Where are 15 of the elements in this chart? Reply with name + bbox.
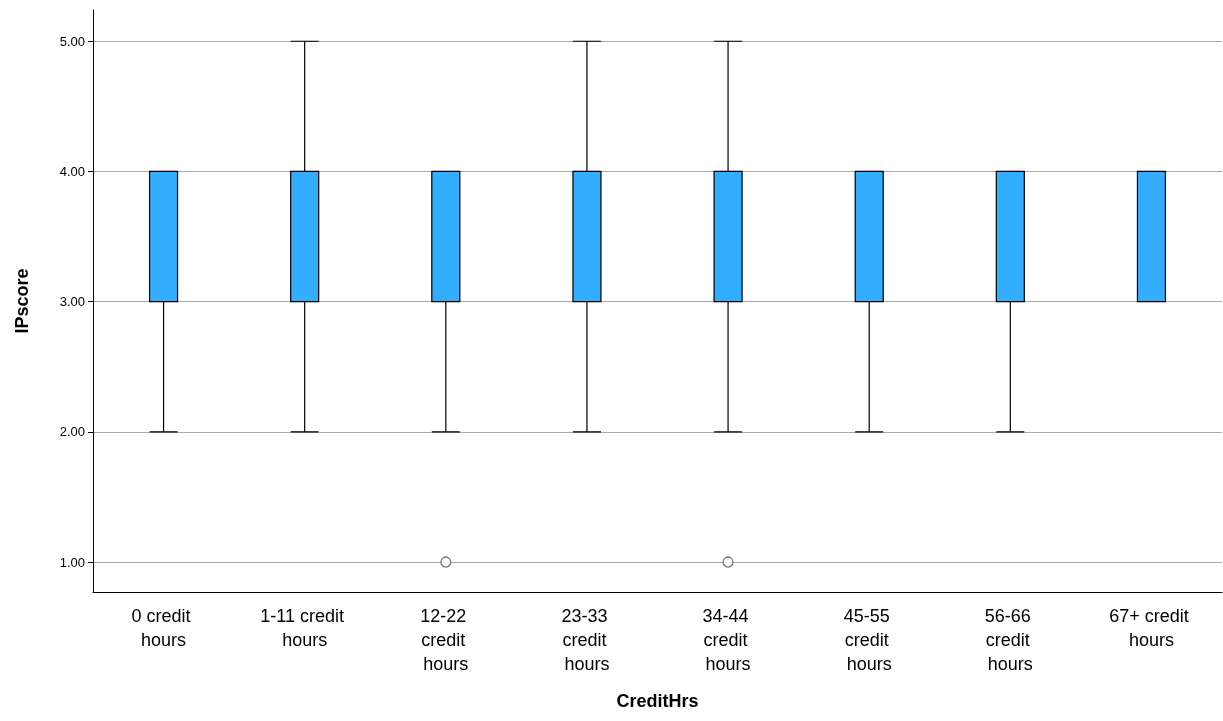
- x-tick-label: 12-22 credit hours: [420, 606, 472, 674]
- x-tick-label: 56-66 credit hours: [984, 606, 1036, 674]
- y-tick-label: 1.00: [59, 554, 85, 570]
- x-tick-label: 23-33 credit hours: [561, 606, 613, 674]
- y-tick-label: 5.00: [59, 33, 85, 49]
- y-tick-label: 4.00: [59, 163, 85, 179]
- y-axis-title: IPscore: [12, 268, 32, 334]
- x-tick-label: 1-11 credit hours: [260, 606, 350, 650]
- x-tick-label: 45-55 credit hours: [843, 606, 895, 674]
- x-tick-label: 67+ credit hours: [1109, 606, 1194, 650]
- x-tick-label: 34-44 credit hours: [702, 606, 754, 674]
- y-tick-label: 2.00: [59, 424, 85, 440]
- x-tick-label: 0 credit hours: [131, 606, 196, 650]
- x-axis-title: CreditHrs: [616, 691, 699, 711]
- y-tick-label: 3.00: [59, 294, 85, 310]
